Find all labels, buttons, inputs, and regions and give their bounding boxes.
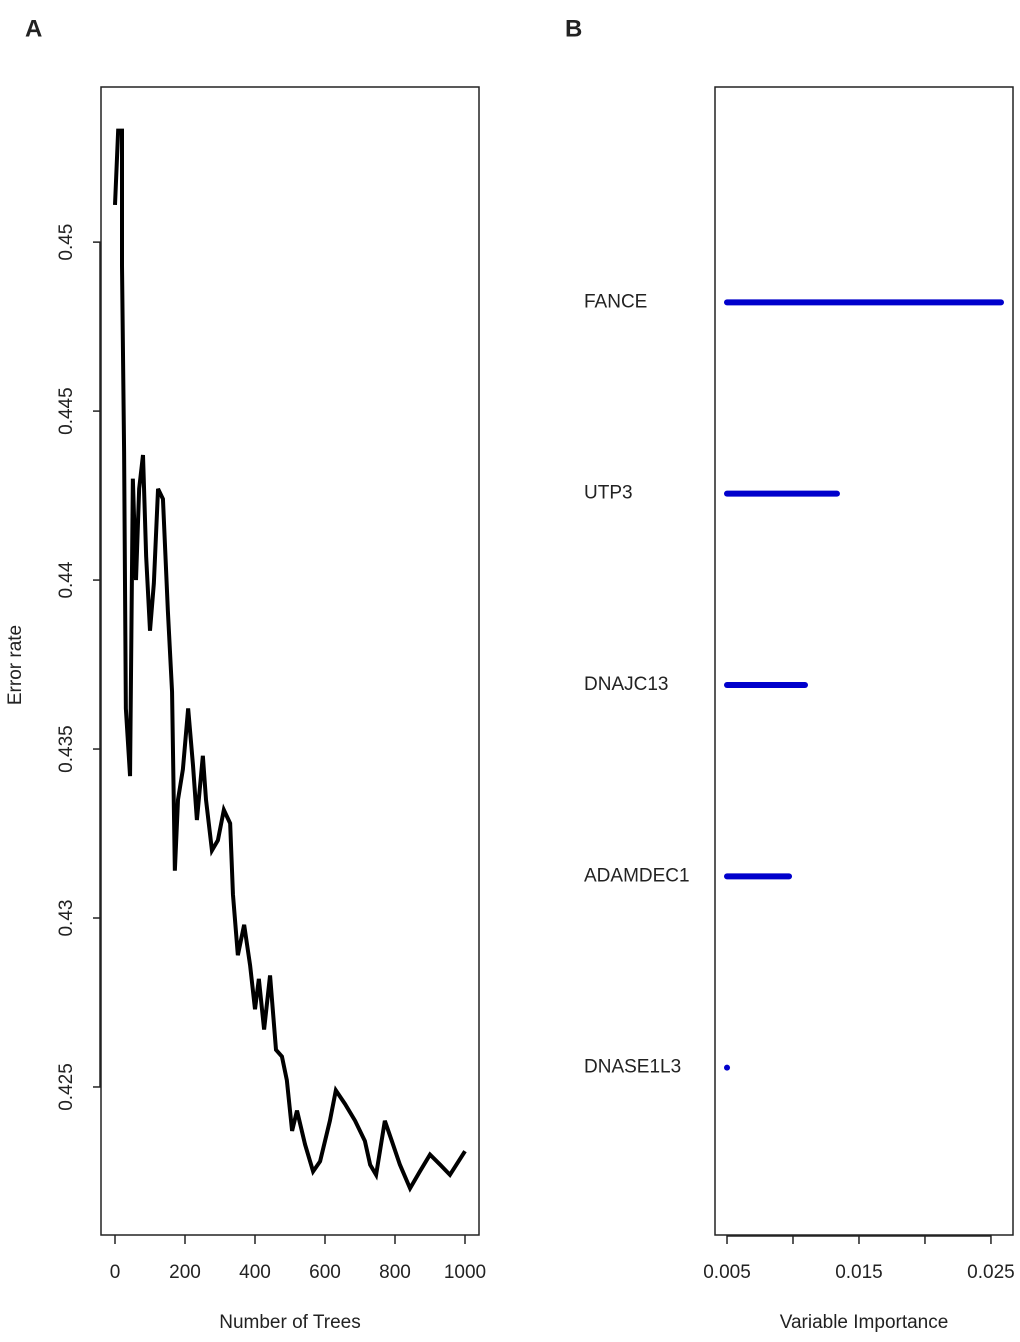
- x-tick-label: 0: [110, 1262, 121, 1283]
- x-tick-label: 0.005: [703, 1262, 751, 1283]
- y-tick-label: 0.44: [56, 561, 77, 598]
- plot-frame: [100, 86, 480, 1236]
- panel-label: A: [25, 15, 42, 42]
- y-axis-label: Error rate: [5, 625, 26, 705]
- x-tick-label: 0.025: [967, 1262, 1015, 1283]
- y-tick-label: 0.43: [56, 900, 77, 937]
- category-label: DNASE1L3: [584, 1057, 681, 1078]
- category-label: ADAMDEC1: [584, 865, 690, 886]
- category-label: DNAJC13: [584, 674, 668, 695]
- x-tick-label: 400: [239, 1262, 271, 1283]
- importance-dot: [724, 1064, 731, 1071]
- x-axis-label: Number of Trees: [219, 1312, 361, 1333]
- y-tick-label: 0.435: [56, 725, 77, 773]
- error-line: [113, 128, 467, 1193]
- x-tick-label: 800: [379, 1262, 411, 1283]
- y-tick-label: 0.445: [56, 387, 77, 435]
- x-tick-label: 600: [309, 1262, 341, 1283]
- x-axis-label: Variable Importance: [780, 1312, 949, 1333]
- x-tick-label: 0.015: [835, 1262, 883, 1283]
- x-tick-label: 200: [169, 1262, 201, 1283]
- category-label: FANCE: [584, 291, 647, 312]
- plot-frame: [714, 86, 1014, 1236]
- category-label: UTP3: [584, 483, 633, 504]
- x-tick-label: 1000: [444, 1262, 486, 1283]
- y-tick-label: 0.425: [56, 1063, 77, 1111]
- panel-label: B: [565, 15, 582, 42]
- y-tick-label: 0.45: [56, 224, 77, 261]
